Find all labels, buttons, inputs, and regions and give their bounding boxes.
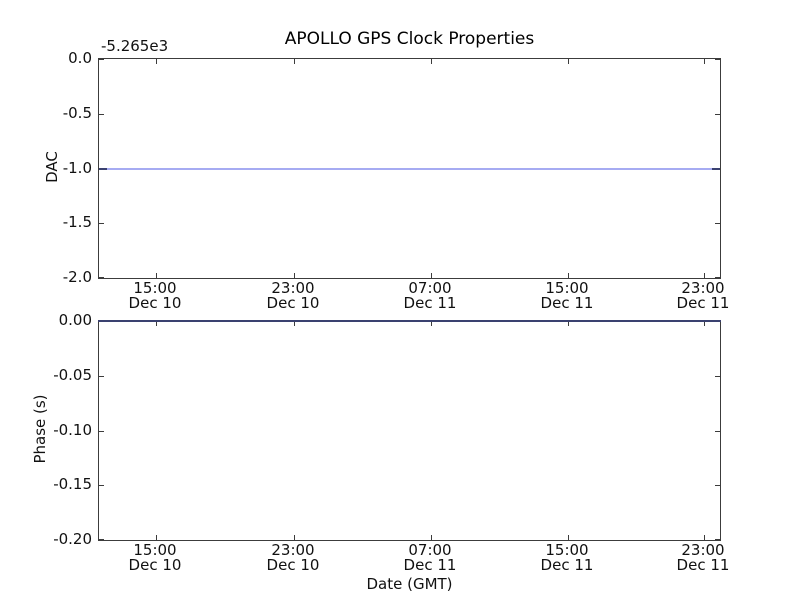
y-tick-mark bbox=[715, 223, 720, 224]
x-axis-label: Date (GMT) bbox=[366, 575, 453, 593]
x-tick-label: 07:00 Dec 11 bbox=[403, 279, 457, 312]
y-tick-mark bbox=[715, 376, 720, 377]
x-tick-mark bbox=[704, 273, 705, 278]
x-tick-label: 23:00 Dec 11 bbox=[676, 541, 730, 574]
x-tick-label: 15:00 Dec 10 bbox=[128, 541, 182, 574]
y-tick-label: -0.5 bbox=[62, 104, 92, 122]
data-line-phase bbox=[98, 320, 721, 322]
chart-title: APOLLO GPS Clock Properties bbox=[284, 29, 535, 49]
x-tick-mark bbox=[156, 321, 157, 326]
x-tick-mark bbox=[156, 59, 157, 64]
x-tick-label: 23:00 Dec 11 bbox=[676, 279, 730, 312]
y-tick-mark bbox=[99, 539, 104, 540]
x-tick-label: 15:00 Dec 11 bbox=[540, 541, 594, 574]
y-tick-mark bbox=[99, 277, 104, 278]
y-tick-mark bbox=[99, 376, 104, 377]
data-line-dac bbox=[99, 168, 720, 170]
x-tick-mark bbox=[431, 535, 432, 540]
y-tick-label: -0.05 bbox=[53, 366, 92, 384]
x-tick-mark bbox=[568, 59, 569, 64]
y-tick-label: 0.00 bbox=[58, 311, 92, 329]
x-tick-mark bbox=[294, 59, 295, 64]
y-tick-mark bbox=[99, 223, 104, 224]
x-tick-mark bbox=[156, 273, 157, 278]
y-tick-mark bbox=[715, 59, 720, 60]
x-tick-label: 23:00 Dec 10 bbox=[266, 279, 320, 312]
x-tick-mark bbox=[294, 321, 295, 326]
y-tick-mark bbox=[99, 59, 104, 60]
bottom-plot-area bbox=[98, 320, 721, 541]
y-tick-mark bbox=[715, 539, 720, 540]
y-tick-mark bbox=[99, 114, 104, 115]
y-tick-label: -1.5 bbox=[62, 213, 92, 231]
y-tick-mark bbox=[715, 431, 720, 432]
x-tick-label: 15:00 Dec 10 bbox=[128, 279, 182, 312]
x-tick-mark bbox=[431, 321, 432, 326]
x-tick-mark bbox=[431, 59, 432, 64]
x-tick-mark bbox=[294, 273, 295, 278]
y-tick-label: 0.0 bbox=[68, 49, 92, 67]
y-tick-label: -0.10 bbox=[53, 421, 92, 439]
x-tick-mark bbox=[156, 535, 157, 540]
x-tick-label: 15:00 Dec 11 bbox=[540, 279, 594, 312]
x-tick-mark bbox=[568, 535, 569, 540]
x-tick-label: 07:00 Dec 11 bbox=[403, 541, 457, 574]
y-tick-mark bbox=[99, 431, 104, 432]
top-plot-area bbox=[98, 58, 721, 279]
x-tick-mark bbox=[431, 273, 432, 278]
y-tick-label: -1.0 bbox=[62, 159, 92, 177]
x-tick-mark bbox=[294, 535, 295, 540]
y-tick-mark bbox=[715, 114, 720, 115]
y-tick-mark bbox=[715, 485, 720, 486]
y-tick-mark bbox=[715, 277, 720, 278]
x-tick-mark bbox=[704, 535, 705, 540]
x-tick-mark bbox=[704, 321, 705, 326]
x-tick-label: 23:00 Dec 10 bbox=[266, 541, 320, 574]
x-tick-mark bbox=[568, 321, 569, 326]
x-tick-mark bbox=[568, 273, 569, 278]
y-axis-offset-text: -5.265e3 bbox=[101, 37, 169, 55]
y-tick-label: -0.20 bbox=[53, 530, 92, 548]
y-tick-mark bbox=[99, 485, 104, 486]
y-tick-label: -0.15 bbox=[53, 475, 92, 493]
y-tick-label: -2.0 bbox=[62, 268, 92, 286]
x-tick-mark bbox=[704, 59, 705, 64]
